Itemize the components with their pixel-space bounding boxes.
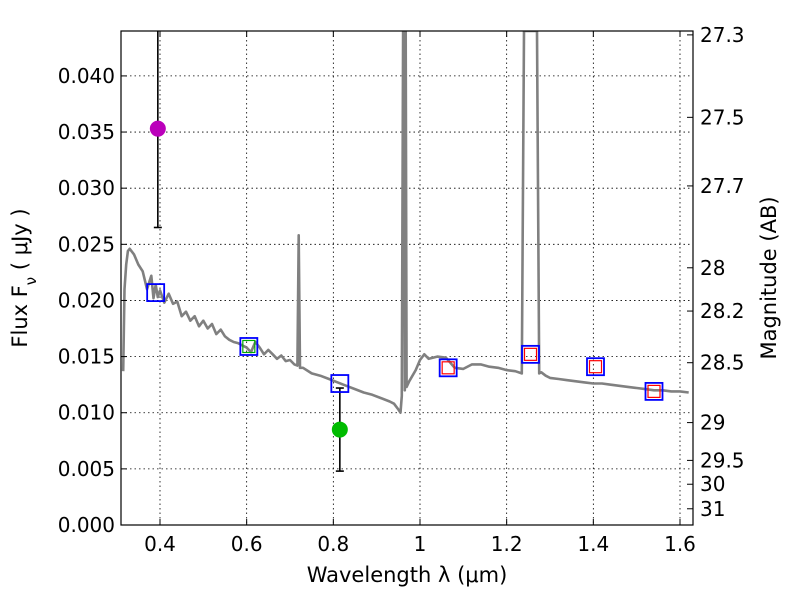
model-flux-marker [330, 374, 350, 393]
model-flux-inner-marker [588, 360, 603, 374]
model-flux-inner-marker [647, 384, 661, 398]
model-flux-inner-marker [441, 361, 455, 375]
model-flux-marker [146, 283, 166, 302]
y-tick-label: 0.015 [58, 345, 115, 369]
y-tick-label: 0.010 [58, 401, 115, 425]
y2-axis-label: Magnitude (AB) [757, 196, 781, 359]
spectrum-layer [121, 31, 689, 415]
mag-tick-label: 27.7 [700, 174, 745, 198]
mag-tick-label: 31 [700, 497, 725, 521]
y-tick-label: 0.040 [58, 64, 115, 88]
model-flux-marker [438, 358, 458, 378]
model-flux-inner-marker [242, 339, 256, 354]
mag-tick-label: 28.5 [700, 351, 745, 375]
x-tick-label: 1.2 [491, 532, 523, 556]
model-flux-marker [239, 337, 259, 356]
mag-tick-label: 29 [700, 411, 725, 435]
y-tick-label: 0.035 [58, 120, 115, 144]
y-tick-label: 0.020 [58, 288, 115, 312]
model-spectrum-line [121, 31, 689, 415]
y-tick-label: 0.000 [58, 513, 115, 537]
y-tick-label: 0.025 [58, 232, 115, 256]
x-tick-label: 0.8 [317, 532, 349, 556]
mag-tick-label: 27.5 [700, 105, 745, 129]
mag-tick-label: 27.3 [700, 23, 745, 47]
observed-flux-point [331, 421, 348, 438]
model-flux-marker [644, 381, 664, 401]
x-tick-label: 0.4 [144, 532, 176, 556]
x-tick-label: 1.6 [664, 532, 696, 556]
observed-flux-point [149, 120, 166, 137]
x-axis-label: Wavelength λ (μm) [307, 563, 508, 587]
mag-tick-label: 30 [700, 472, 725, 496]
model-flux-marker [521, 344, 540, 364]
model-flux-inner-marker [523, 347, 538, 361]
y-tick-label: 0.030 [58, 176, 115, 200]
mag-tick-label: 28 [700, 256, 725, 280]
tick-layer: 0.4 0.6 0.8 1 1.2 1.4 1.6 0.000 0.005 0.010 0.015 0… [58, 23, 745, 556]
plot-frame [120, 30, 694, 526]
x-tick-label: 1 [414, 532, 427, 556]
x-tick-label: 0.6 [231, 532, 263, 556]
mag-tick-label: 29.5 [700, 448, 745, 472]
x-tick-label: 1.4 [577, 532, 609, 556]
y-tick-label: 0.005 [58, 457, 115, 481]
y-axis-label: Flux Fν ( μJy ) [8, 208, 40, 347]
marker-layer [146, 31, 664, 472]
model-flux-marker [586, 357, 605, 377]
mag-tick-label: 28.2 [700, 299, 745, 323]
